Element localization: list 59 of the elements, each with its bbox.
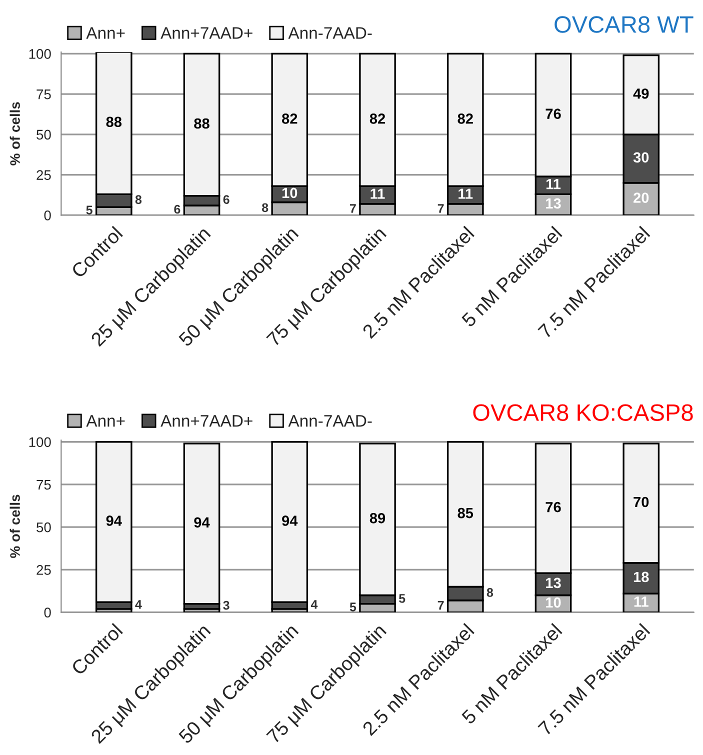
data-label: 7 xyxy=(438,600,444,610)
data-label: 82 xyxy=(282,114,298,124)
y-tick-label: 25 xyxy=(36,565,51,575)
data-label: 11 xyxy=(546,179,561,190)
data-label: 5 xyxy=(86,206,92,214)
legend-label: Ann+7AAD+ xyxy=(160,27,252,39)
data-label: 7 xyxy=(350,204,356,213)
chart-title: OVCAR8 KO:CASP8 xyxy=(473,404,693,421)
data-label: 94 xyxy=(282,516,298,526)
data-label: 8 xyxy=(486,588,494,597)
data-label: 88 xyxy=(106,116,122,128)
data-label: 76 xyxy=(546,108,561,119)
legend-label: Ann+7AAD+ xyxy=(160,415,252,427)
data-label: 94 xyxy=(194,517,210,528)
data-label: 82 xyxy=(370,114,386,124)
data-label: 11 xyxy=(458,188,473,199)
data-label: 18 xyxy=(634,572,649,582)
y-tick-label: 0 xyxy=(44,210,51,220)
data-label: 11 xyxy=(370,188,385,199)
data-label: 13 xyxy=(546,198,561,209)
data-label: 8 xyxy=(262,203,268,212)
y-tick-label: 50 xyxy=(36,522,51,532)
data-label: 4 xyxy=(135,600,142,609)
data-label: 5 xyxy=(350,602,356,612)
y-tick-label: 50 xyxy=(36,130,51,140)
y-tick-label: 75 xyxy=(36,90,51,100)
data-label: 11 xyxy=(634,596,648,607)
data-label: 3 xyxy=(223,600,230,610)
y-tick-label: 100 xyxy=(29,49,51,59)
data-label: 30 xyxy=(633,152,649,163)
data-label: 6 xyxy=(223,195,230,204)
data-label: 49 xyxy=(633,88,649,99)
y-tick-label: 100 xyxy=(29,437,51,448)
legend-label: Ann+ xyxy=(86,27,125,39)
data-label: 82 xyxy=(458,114,473,124)
data-label: 13 xyxy=(546,578,561,588)
data-label: 94 xyxy=(106,516,122,526)
data-label: 7 xyxy=(438,204,444,213)
y-tick-label: 25 xyxy=(36,170,51,180)
y-tick-label: 0 xyxy=(44,608,51,618)
data-label: 89 xyxy=(370,513,386,524)
data-label: 6 xyxy=(174,204,180,214)
y-axis-title: % of cells xyxy=(10,102,20,166)
legend-label: Ann-7AAD- xyxy=(288,27,372,39)
data-label: 88 xyxy=(194,118,210,129)
data-label: 4 xyxy=(310,600,318,609)
data-label: 85 xyxy=(458,508,474,518)
data-label: 76 xyxy=(546,502,561,512)
legend-label: Ann-7AAD- xyxy=(288,415,372,427)
y-axis-title: % of cells xyxy=(10,494,20,558)
data-label: 10 xyxy=(282,188,298,198)
data-label: 10 xyxy=(546,597,561,608)
data-label: 20 xyxy=(634,192,649,203)
data-label: 5 xyxy=(398,594,406,603)
y-tick-label: 75 xyxy=(36,480,51,490)
data-label: 70 xyxy=(634,496,649,508)
legend-label: Ann+ xyxy=(86,415,125,427)
chart-title: OVCAR8 WT xyxy=(554,16,694,33)
data-label: 8 xyxy=(135,195,142,204)
